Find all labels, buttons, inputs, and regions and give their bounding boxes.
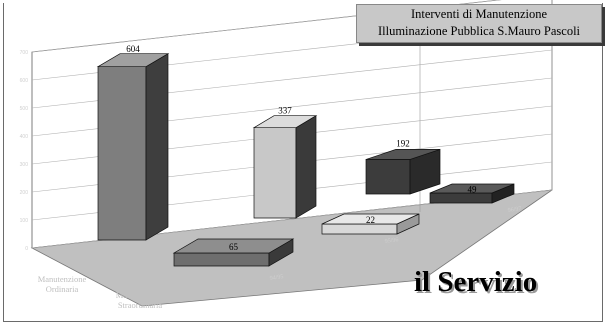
category-label: 94/95 [269,274,283,282]
bar: 337 [252,106,318,219]
category-labels: 94/95 95/96 96/97 [269,206,521,282]
bar-value-label: 337 [278,106,292,116]
series-label-line2: Straordinaria [118,300,163,310]
y-axis-ticks: 0 100 200 300 400 500 600 700 [20,50,29,252]
y-tick-label: 500 [20,106,29,112]
bar-top [365,149,441,160]
servizio-label: il Servizio [414,266,538,298]
bar: 49 [429,183,515,204]
gridline [31,0,501,53]
series-label-line1: Manutenzione [38,274,87,284]
bar-side [145,53,169,241]
bar-front [173,252,270,267]
bar-top [429,183,515,194]
y-tick-label: 300 [20,162,29,168]
bar-top [96,53,170,68]
bar-front [97,66,147,241]
bar-value-label: 192 [396,138,410,148]
y-tick-label: 0 [25,246,28,252]
bar: 65 [172,238,295,267]
series-labels: ManutenzioneOrdinariaManutenzioneStraord… [38,274,165,310]
bar-front [365,159,411,195]
bar-side [295,115,317,219]
bar-front [429,192,493,204]
chart-title-line2: Illuminazione Pubblica S.Mauro Pascoli [377,24,581,38]
y-tick-label: 200 [20,190,29,196]
y-tick-label: 400 [20,134,29,140]
bars: 604 337 192 49 22 65 [96,44,515,267]
bar-value-label: 22 [366,215,375,225]
chart-title-box: Interventi di Manutenzione Illuminazione… [356,4,602,43]
series-label-line2: Ordinaria [46,284,79,294]
bar-value-label: 49 [468,185,478,195]
bar-front [321,223,398,235]
bar-value-label: 65 [229,242,239,252]
bar-top [252,115,318,129]
y-tick-label: 600 [20,78,29,84]
category-label: 95/96 [384,237,398,245]
bar: 192 [365,138,441,195]
bar-top [321,213,420,225]
bar: 22 [321,213,420,235]
chart-title-line1: Interventi di Manutenzione [410,7,548,21]
y-tick-label: 700 [20,50,29,56]
bar-front [253,127,297,219]
bar-value-label: 604 [126,44,140,54]
y-tick-label: 100 [20,218,29,224]
bar: 604 [96,44,170,241]
series-label-line1: Manutenzione [116,290,165,300]
bar-top [172,238,295,254]
category-label: 96/97 [507,206,521,214]
